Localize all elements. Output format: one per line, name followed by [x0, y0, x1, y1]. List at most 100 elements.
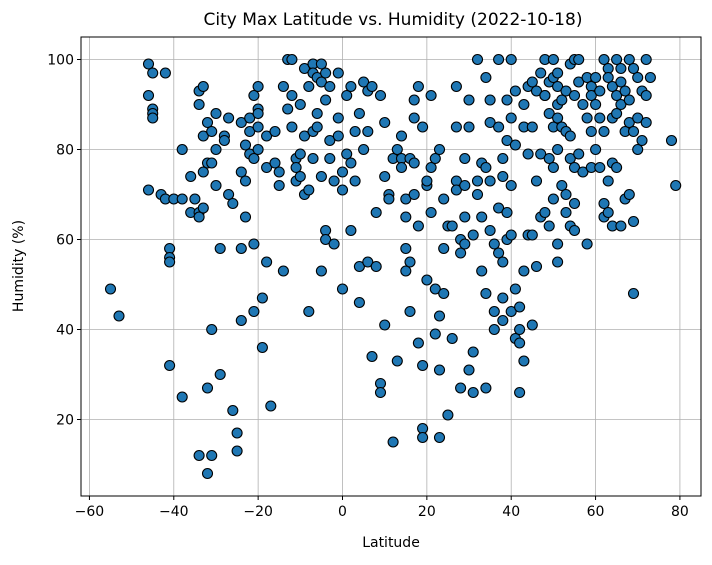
data-point [509, 139, 521, 151]
data-point [214, 368, 226, 381]
data-point [239, 211, 252, 223]
data-point [463, 121, 475, 133]
data-point [526, 319, 538, 331]
data-point [358, 143, 370, 156]
data-point [602, 175, 614, 187]
data-point [568, 89, 581, 102]
data-point [467, 386, 479, 399]
data-point [210, 179, 222, 192]
data-point [349, 175, 361, 187]
data-point [408, 94, 420, 106]
data-point [400, 265, 412, 277]
data-point [476, 211, 488, 223]
data-point [501, 206, 513, 219]
data-point [223, 188, 235, 201]
data-point [484, 94, 496, 106]
data-point [370, 260, 382, 273]
data-point [594, 161, 606, 174]
data-point [248, 238, 260, 250]
data-point [573, 148, 585, 160]
data-point [497, 292, 509, 304]
x-tick-label: 40 [502, 504, 520, 520]
data-point [526, 121, 538, 133]
data-point [568, 224, 581, 237]
data-point [552, 112, 564, 124]
data-point [315, 170, 327, 183]
data-point [193, 449, 205, 462]
data-point [450, 80, 462, 93]
data-point [480, 161, 492, 174]
y-axis: 20 40 60 80 100 [47, 53, 81, 429]
data-point [505, 53, 517, 66]
data-point [404, 305, 416, 318]
data-point [543, 107, 555, 120]
data-point [450, 121, 462, 133]
x-tick-label: 80 [671, 504, 689, 520]
x-axis-title: Latitude [362, 535, 420, 551]
x-tick-label: 20 [418, 504, 436, 520]
data-point [277, 265, 289, 277]
data-point [467, 229, 479, 241]
data-point [488, 323, 500, 336]
data-point [269, 125, 281, 138]
data-point [530, 260, 543, 273]
data-point [244, 125, 256, 138]
data-point [391, 143, 403, 156]
data-point [248, 305, 260, 318]
data-point [493, 202, 505, 214]
data-point [210, 107, 222, 120]
data-point [269, 157, 281, 169]
data-point [303, 184, 315, 196]
data-point [438, 193, 450, 205]
data-point [294, 170, 306, 183]
data-point [471, 175, 484, 187]
data-point [412, 80, 424, 93]
data-point [387, 436, 399, 448]
data-point [197, 80, 209, 93]
data-point [615, 62, 627, 75]
data-point [640, 89, 652, 102]
data-point [164, 359, 176, 372]
data-point [429, 152, 441, 165]
data-point [590, 143, 602, 156]
data-point [303, 305, 315, 318]
data-point [286, 121, 298, 133]
data-point [552, 80, 564, 93]
data-point [185, 170, 197, 183]
data-point [552, 143, 564, 156]
data-point [417, 431, 429, 444]
data-point [345, 224, 357, 237]
data-point [176, 143, 188, 156]
data-point [429, 328, 441, 340]
data-point [577, 98, 589, 111]
data-point [627, 125, 640, 138]
data-point [488, 238, 500, 250]
data-point [315, 265, 327, 277]
data-point [113, 310, 125, 322]
data-point [197, 202, 209, 214]
data-point [374, 386, 387, 399]
data-point [463, 364, 475, 376]
data-point [358, 76, 370, 88]
data-point [104, 283, 117, 295]
data-point [383, 193, 395, 205]
data-point [455, 247, 467, 259]
data-point [303, 80, 315, 93]
data-point [328, 238, 340, 250]
data-point [147, 112, 159, 124]
data-point [547, 161, 559, 174]
data-point [320, 94, 332, 106]
data-point [556, 179, 568, 192]
data-point [619, 85, 631, 97]
data-point [556, 94, 568, 106]
data-point [239, 175, 252, 187]
data-point [484, 224, 496, 237]
data-point [425, 161, 437, 174]
data-point [438, 242, 450, 255]
x-tick-label: 60 [587, 504, 605, 520]
data-point [530, 85, 543, 97]
data-point [298, 62, 311, 75]
data-point [404, 256, 416, 268]
data-point [493, 53, 505, 66]
data-point [282, 103, 294, 115]
